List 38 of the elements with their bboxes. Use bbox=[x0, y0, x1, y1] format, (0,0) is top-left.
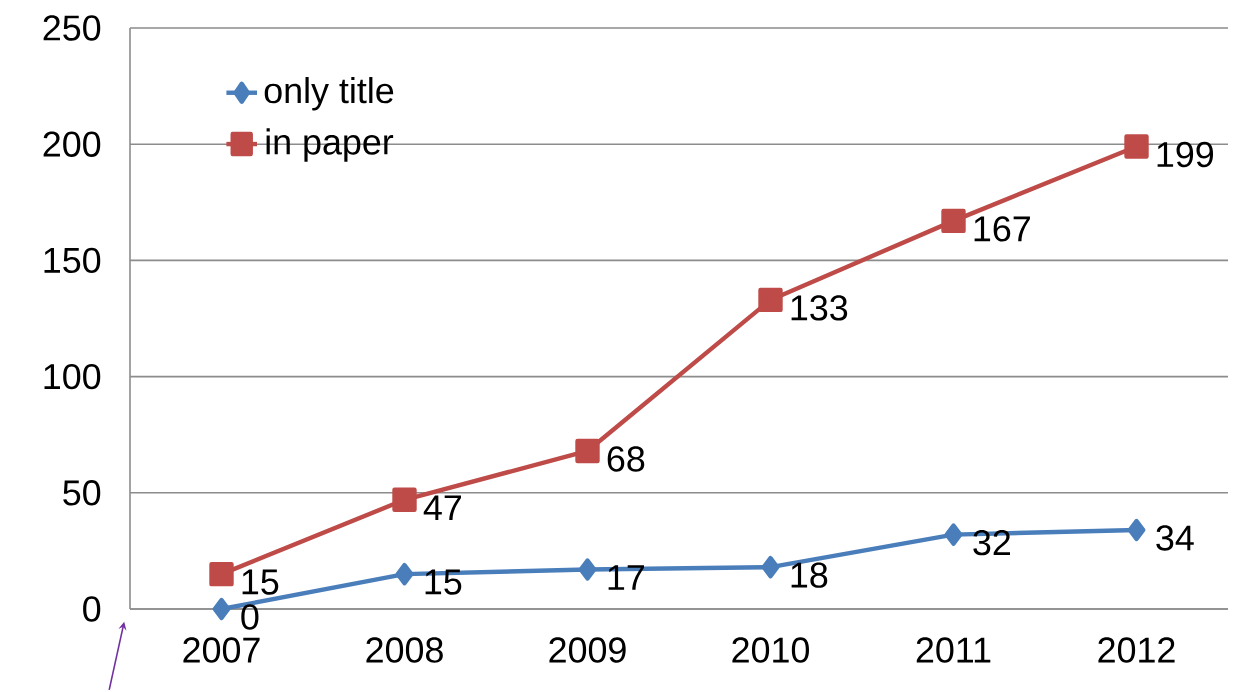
data-label: 0 bbox=[241, 604, 259, 630]
x-tick-label: 2012 bbox=[1098, 637, 1175, 663]
point bbox=[944, 523, 963, 546]
y-tick-label: 150 bbox=[44, 247, 101, 274]
data-label: 15 bbox=[425, 569, 462, 595]
data-label: 47 bbox=[423, 495, 461, 521]
y-tick-label: 250 bbox=[43, 15, 101, 41]
point bbox=[575, 438, 600, 464]
point bbox=[395, 562, 414, 586]
x-tick-label: 2009 bbox=[549, 637, 626, 663]
data-label: 17 bbox=[608, 565, 644, 590]
legend-label: in paper bbox=[266, 128, 394, 162]
data-label: 32 bbox=[973, 529, 1010, 556]
point bbox=[212, 597, 231, 621]
point bbox=[578, 558, 597, 581]
y-tick-label: 50 bbox=[63, 480, 101, 506]
point bbox=[209, 561, 234, 587]
data-label: 68 bbox=[607, 446, 645, 472]
data-label: 199 bbox=[1157, 141, 1214, 168]
data-label: 167 bbox=[974, 216, 1030, 242]
y-tick-label: 200 bbox=[43, 131, 101, 157]
point bbox=[1127, 518, 1146, 542]
x-tick-label: 2011 bbox=[916, 637, 991, 663]
point bbox=[1124, 134, 1149, 159]
data-label: 133 bbox=[791, 295, 848, 321]
y-tick-label: 100 bbox=[44, 363, 101, 390]
point bbox=[392, 487, 417, 512]
x-tick-label: 2007 bbox=[183, 637, 260, 663]
point bbox=[941, 208, 966, 234]
data-label: 15 bbox=[242, 569, 279, 595]
data-label: 34 bbox=[1156, 525, 1194, 551]
x-tick-label: 2008 bbox=[366, 637, 443, 663]
point bbox=[761, 555, 780, 579]
point bbox=[758, 287, 783, 313]
data-label: 18 bbox=[791, 562, 828, 588]
x-tick-label: 2010 bbox=[732, 637, 809, 663]
legend-label: only title bbox=[264, 77, 394, 111]
y-tick-label: 0 bbox=[83, 596, 101, 622]
